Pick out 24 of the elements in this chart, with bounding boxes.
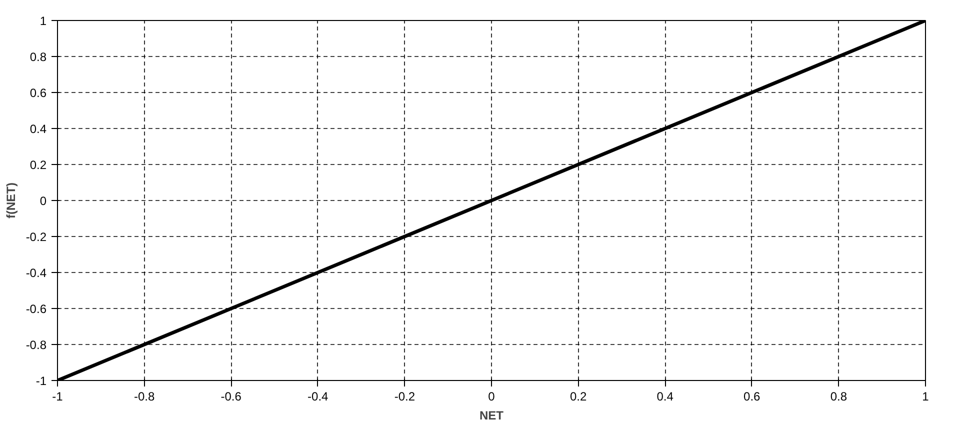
y-axis-title: f(NET) (4, 182, 18, 218)
y-tick-label: 0 (40, 194, 47, 208)
y-tick-label: -0.2 (26, 230, 47, 244)
x-tick-label: 1 (922, 390, 930, 404)
x-tick-label: -1 (52, 390, 64, 404)
y-tick-label: 0.6 (30, 86, 47, 100)
y-tick-label: -1 (36, 374, 47, 388)
x-tick-label: -0.6 (220, 390, 242, 404)
x-axis-title: NET (480, 408, 504, 422)
x-tick-label: -0.2 (394, 390, 416, 404)
y-tick-label: 0.8 (30, 50, 47, 64)
x-tick-label: 0 (488, 390, 496, 404)
y-tick-label: -0.4 (26, 266, 47, 280)
y-tick-label: 0.4 (30, 122, 47, 136)
y-tick-label: -0.8 (26, 338, 47, 352)
x-tick-label: -0.8 (134, 390, 155, 404)
y-tick-label: 1 (40, 14, 47, 28)
x-tick-label: -0.4 (308, 390, 329, 404)
y-tick-label: -0.6 (26, 302, 47, 316)
x-tick-label: 0.6 (744, 390, 761, 404)
x-tick-label: 0.2 (570, 390, 587, 404)
y-tick-label: 0.2 (30, 158, 47, 172)
x-tick-label: 0.8 (830, 390, 848, 404)
x-tick-label: 0.4 (656, 390, 674, 404)
